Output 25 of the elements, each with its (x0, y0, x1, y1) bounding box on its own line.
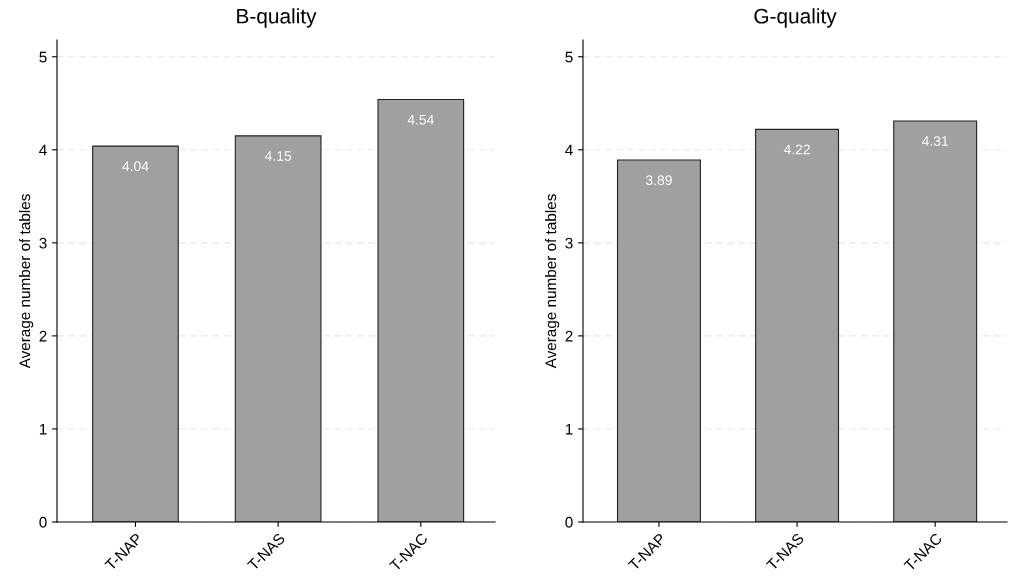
chart-title: B-quality (237, 8, 317, 28)
data-label: 4.15 (264, 151, 292, 161)
y-tick-label: 5 (565, 51, 573, 63)
y-tick-label: 5 (39, 51, 47, 63)
data-label: 4.54 (407, 114, 434, 125)
data-label: 3.89 (645, 175, 672, 186)
chart-title: G-quality (754, 8, 837, 28)
y-tick-label: 3 (39, 237, 47, 249)
y-tick-label: 1 (565, 423, 573, 435)
y-tick-label: 4 (39, 144, 47, 156)
y-tick-label: 1 (39, 423, 47, 435)
y-tick-label: 2 (39, 330, 47, 342)
bar (755, 128, 840, 522)
y-axis-title: Average number of tables (18, 194, 34, 369)
bar (616, 159, 701, 522)
data-label: 4.22 (783, 144, 810, 155)
y-tick-label: 0 (39, 516, 47, 528)
y-tick-label: 3 (565, 237, 573, 249)
y-tick-label: 4 (565, 144, 573, 156)
bar (893, 120, 978, 522)
y-axis-title: Average number of tables (544, 194, 560, 369)
y-tick-label: 0 (565, 516, 573, 528)
data-label: 4.04 (122, 161, 149, 172)
data-label: 4.31 (921, 136, 949, 146)
y-tick-label: 2 (565, 330, 573, 342)
